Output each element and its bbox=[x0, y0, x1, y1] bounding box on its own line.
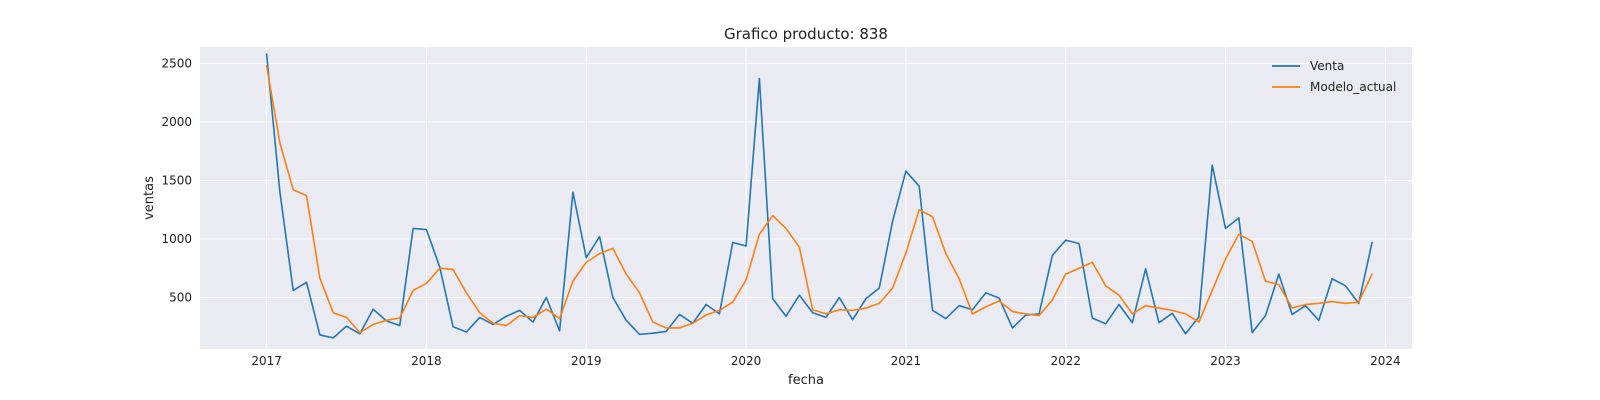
x-tick-label: 2021 bbox=[891, 354, 922, 368]
grid bbox=[200, 47, 1412, 349]
y-tick-label: 2000 bbox=[161, 115, 192, 129]
x-tick-label: 2017 bbox=[251, 354, 282, 368]
x-tick-label: 2024 bbox=[1370, 354, 1401, 368]
x-axis-label: fecha bbox=[788, 373, 824, 388]
y-tick-label: 1000 bbox=[161, 232, 192, 246]
legend-label: Modelo_actual bbox=[1310, 80, 1396, 94]
y-tick-label: 2500 bbox=[161, 56, 192, 70]
series-line-modelo-actual bbox=[265, 64, 1373, 334]
series-lines bbox=[265, 53, 1373, 339]
y-tick-labels: 500 1000 1500 2000 2500 bbox=[161, 56, 192, 304]
y-axis-label: ventas bbox=[142, 176, 157, 220]
x-tick-label: 2022 bbox=[1050, 354, 1081, 368]
y-tick-label: 500 bbox=[169, 290, 192, 304]
series-line-venta bbox=[265, 53, 1373, 339]
legend: Venta Modelo_actual bbox=[1272, 59, 1396, 94]
legend-label: Venta bbox=[1310, 59, 1344, 73]
x-tick-labels: 2017 2018 2019 2020 2021 2022 2023 2024 bbox=[251, 354, 1400, 368]
x-tick-label: 2020 bbox=[731, 354, 762, 368]
x-tick-label: 2019 bbox=[571, 354, 602, 368]
x-tick-label: 2023 bbox=[1210, 354, 1241, 368]
chart-title: Grafico producto: 838 bbox=[724, 25, 888, 43]
y-tick-label: 1500 bbox=[161, 173, 192, 187]
x-tick-label: 2018 bbox=[411, 354, 442, 368]
